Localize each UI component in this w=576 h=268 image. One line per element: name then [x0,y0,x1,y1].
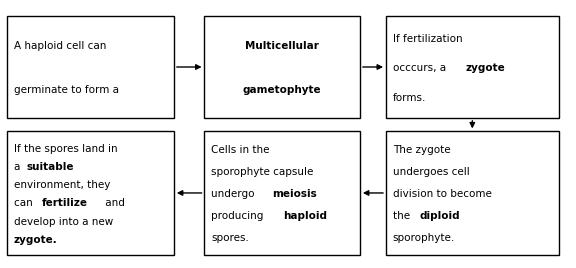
Text: The zygote: The zygote [393,145,450,155]
Text: can: can [14,199,36,209]
Bar [204,131,360,255]
Text: spores.: spores. [211,233,249,243]
Text: forms.: forms. [393,93,426,103]
Text: environment, they: environment, they [14,180,110,190]
Text: undergo: undergo [211,189,258,199]
Text: gametophyte: gametophyte [243,85,321,95]
Text: If the spores land in: If the spores land in [14,144,118,154]
Text: undergoes cell: undergoes cell [393,167,469,177]
Bar [7,131,174,255]
Text: haploid: haploid [283,211,327,221]
Text: the: the [393,211,413,221]
Bar [386,16,559,118]
Bar [204,16,360,118]
Text: develop into a new: develop into a new [14,217,113,227]
Text: meiosis: meiosis [272,189,316,199]
Text: producing: producing [211,211,267,221]
Text: occcurs, a: occcurs, a [393,63,449,73]
Text: and: and [101,199,124,209]
Text: division to become: division to become [393,189,492,199]
Text: germinate to form a: germinate to form a [14,85,119,95]
Text: zygote: zygote [465,63,505,73]
Bar [7,16,174,118]
Text: Cells in the: Cells in the [211,145,270,155]
Text: a: a [14,162,24,172]
Text: A haploid cell can: A haploid cell can [14,41,106,51]
Text: If fertilization: If fertilization [393,34,463,44]
Text: diploid: diploid [419,211,460,221]
Text: Multicellular: Multicellular [245,41,319,51]
Text: sporophyte capsule: sporophyte capsule [211,167,314,177]
Text: fertilize: fertilize [42,199,88,209]
Bar [386,131,559,255]
Text: zygote.: zygote. [14,235,58,245]
Text: suitable: suitable [26,162,74,172]
Text: sporophyte.: sporophyte. [393,233,455,243]
